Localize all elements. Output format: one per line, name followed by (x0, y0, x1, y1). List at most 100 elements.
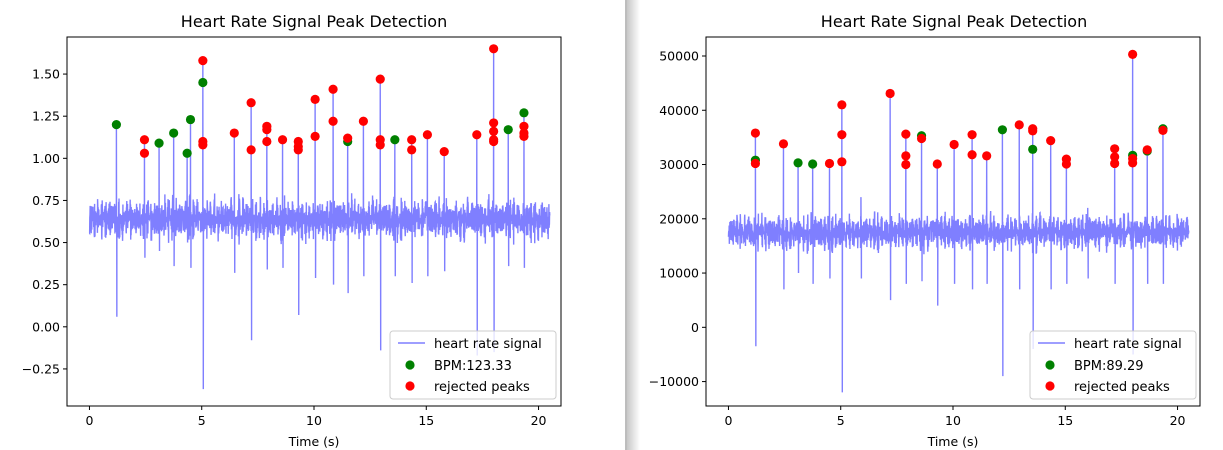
y-tick-label: 20000 (659, 211, 699, 226)
x-tick-label: 5 (198, 413, 206, 428)
x-tick-label: 15 (418, 413, 434, 428)
rejected-peak-point (489, 118, 499, 128)
x-tick-label: 20 (531, 413, 547, 428)
rejected-peak-point (343, 133, 353, 143)
chart-title: Heart Rate Signal Peak Detection (821, 12, 1087, 31)
rejected-peak-point (407, 135, 417, 145)
chart-panel-left: Heart Rate Signal Peak Detection 0 5 10 15 20… (21, 12, 562, 449)
rejected-peak-point (519, 131, 529, 142)
rejected-peak-point (750, 158, 760, 169)
chart-panel-right: Heart Rate Signal Peak Detection 0 5 10 15 20… (640, 0, 1223, 450)
y-tick-label: −0.25 (22, 361, 60, 376)
rejected-peak-point (1014, 120, 1024, 130)
rejected-peak-point (1061, 159, 1071, 169)
rejected-peak-point (1046, 136, 1056, 146)
rejected-peak-point (439, 146, 449, 157)
rejected-peak-point (472, 130, 482, 140)
rejected-peak-point (229, 128, 239, 138)
y-tick-label: 0 (691, 320, 699, 335)
rejected-peak-point (310, 131, 320, 142)
legend-box (389, 330, 557, 400)
y-tick-label: 0.00 (32, 319, 60, 334)
rejected-peak-point (358, 116, 368, 126)
rejected-peak-point (824, 158, 835, 169)
chart-right-svg: Heart Rate Signal Peak Detection 0 5 10 15 20… (649, 12, 1201, 449)
rejected-peak-point (489, 126, 499, 136)
legend-swatch-accepted (405, 360, 415, 370)
signal-line (727, 54, 1190, 393)
accepted-peak-point (111, 120, 121, 130)
rejected-peak-point (778, 139, 789, 149)
accepted-peak-point (793, 158, 803, 168)
legend-label-rejected: rejected peaks (1074, 380, 1170, 395)
x-tick-label: 10 (945, 413, 961, 428)
y-tick-label: 1.50 (32, 67, 60, 82)
x-axis-label: Time (s) (288, 434, 340, 449)
rejected-peak-point (328, 116, 338, 126)
legend-label-accepted: BPM:89.29 (1074, 359, 1144, 374)
x-tick-label: 10 (306, 413, 322, 428)
window-divider (625, 0, 627, 450)
y-tick-label: −10000 (649, 374, 699, 389)
x-tick-label: 15 (1057, 413, 1073, 428)
rejected-peak-point (519, 121, 529, 131)
rejected-peak-point (901, 129, 911, 139)
legend-swatch-rejected (1045, 381, 1055, 391)
legend-swatch-accepted (1045, 360, 1055, 370)
legend-box (1029, 330, 1197, 400)
y-tick-label: 1.25 (32, 109, 60, 124)
rejected-peak-point (262, 136, 272, 147)
rejected-peak-point (1128, 49, 1138, 59)
rejected-peak-point (277, 135, 288, 145)
chart-title: Heart Rate Signal Peak Detection (181, 12, 447, 31)
accepted-peak-point (390, 135, 400, 145)
x-tick-label: 0 (85, 413, 93, 428)
rejected-peak-point (310, 94, 320, 104)
rejected-peak-point (837, 100, 847, 110)
rejected-peak-point (489, 44, 499, 54)
rejected-peak-point (1110, 158, 1120, 169)
accepted-peak-point (519, 108, 529, 118)
rejected-peak-point (293, 145, 303, 155)
accepted-peak-point (1028, 144, 1038, 154)
y-tick-label: 30000 (659, 157, 699, 172)
rejected-peak-point (489, 136, 499, 147)
rejected-peak-point (901, 151, 911, 161)
legend-swatch-rejected (405, 381, 415, 391)
rejected-peak-point (1128, 158, 1138, 168)
rejected-peak-point (375, 140, 385, 150)
chart-left-svg: Heart Rate Signal Peak Detection 0 5 10 15 20… (22, 12, 562, 449)
rejected-peak-point (967, 130, 977, 140)
accepted-peak-point (503, 125, 513, 135)
rejected-peak-point (916, 133, 927, 144)
accepted-peak-point (808, 159, 818, 169)
y-tick-label: 0.50 (32, 235, 60, 250)
accepted-peak-point (997, 125, 1007, 135)
accepted-peak-point (198, 77, 208, 88)
legend-label-signal: heart rate signal (434, 337, 542, 352)
y-tick-label: 0.25 (32, 277, 60, 292)
rejected-peak-point (982, 151, 992, 161)
accepted-peak-point (185, 114, 196, 125)
y-tick-label: 0.75 (32, 193, 60, 208)
rejected-peak-point (375, 74, 385, 84)
x-tick-label: 0 (724, 413, 732, 428)
rejected-peak-point (262, 125, 272, 135)
rejected-peak-point (1110, 144, 1120, 154)
y-tick-label: 1.00 (32, 151, 60, 166)
rejected-peak-point (1028, 126, 1038, 136)
legend-label-rejected: rejected peaks (434, 380, 530, 395)
y-tick-label: 40000 (659, 103, 699, 118)
x-axis-label: Time (s) (927, 434, 979, 449)
rejected-peak-point (422, 130, 432, 140)
signal-line (88, 48, 551, 390)
window-divider-shadow (627, 0, 640, 450)
legend-label-signal: heart rate signal (1074, 337, 1182, 352)
rejected-peak-point (750, 128, 760, 138)
rejected-peak-point (949, 139, 959, 150)
rejected-peak-point (885, 88, 895, 99)
rejected-peak-point (328, 84, 338, 94)
rejected-peak-point (246, 145, 256, 155)
rejected-peak-point (1158, 125, 1168, 135)
y-tick-label: 50000 (659, 48, 699, 63)
